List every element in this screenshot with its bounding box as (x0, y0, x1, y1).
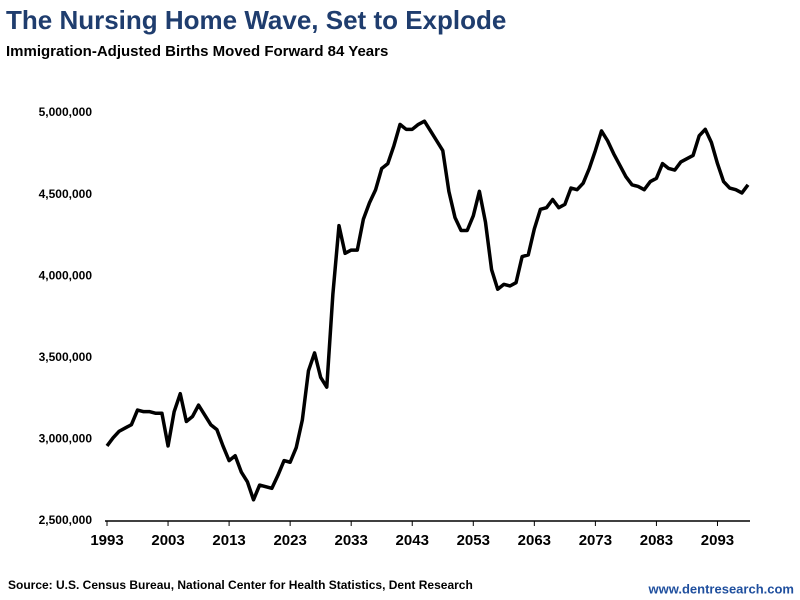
chart-subtitle: Immigration-Adjusted Births Moved Forwar… (6, 43, 388, 60)
y-tick-label: 2,500,000 (39, 513, 93, 527)
y-tick-label: 3,500,000 (39, 350, 93, 364)
website: www.dentresearch.com (648, 581, 794, 596)
x-tick-label: 2003 (151, 532, 184, 549)
source-note: Source: U.S. Census Bureau, National Cen… (8, 578, 473, 592)
data-line (105, 119, 750, 502)
x-tick-label: 2033 (335, 532, 368, 549)
x-tick-label: 2063 (518, 532, 551, 549)
x-tick-label: 2093 (701, 532, 734, 549)
y-tick-label: 3,000,000 (39, 432, 93, 446)
x-tick-label: 2023 (273, 532, 306, 549)
x-tick-label: 2083 (640, 532, 673, 549)
x-tick-label: 2053 (457, 532, 490, 549)
y-tick-label: 4,000,000 (39, 268, 93, 282)
y-tick-label: 4,500,000 (39, 187, 93, 201)
x-tick-label: 2013 (212, 532, 245, 549)
y-tick-label: 5,000,000 (39, 105, 93, 119)
x-tick-label: 2043 (396, 532, 429, 549)
x-tick-label: 2073 (579, 532, 612, 549)
x-tick-label: 1993 (90, 532, 123, 549)
chart-title: The Nursing Home Wave, Set to Explode (6, 5, 506, 35)
